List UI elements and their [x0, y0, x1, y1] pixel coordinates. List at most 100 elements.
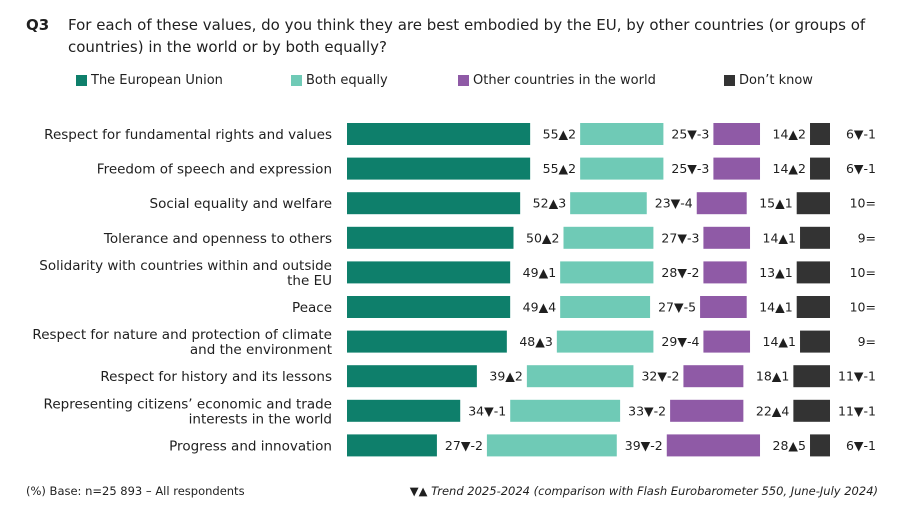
data-label: 39▼-2 — [625, 438, 663, 453]
legend-swatch-other — [458, 75, 469, 86]
category-label: Solidarity with countries within and out… — [39, 258, 332, 274]
trend-note: Trend 2025-2024 (comparison with Flash E… — [431, 484, 878, 498]
legend-swatch-eu — [76, 75, 87, 86]
bar-both-equally — [560, 296, 651, 318]
legend-label-other: Other countries in the world — [473, 73, 656, 88]
data-label: 32▼-2 — [641, 369, 679, 384]
bar-other-countries-in-the-world — [703, 226, 751, 249]
bar-the-european-union — [347, 330, 507, 353]
data-label: 11▼-1 — [838, 403, 876, 418]
legend-item-dont-know: Don’t know — [724, 73, 813, 88]
data-label: 14▲2 — [773, 127, 806, 142]
bar-don-t-know — [810, 123, 830, 145]
bar-the-european-union — [347, 434, 437, 457]
legend-label-dont-know: Don’t know — [739, 73, 813, 88]
data-label: 11▼-1 — [838, 369, 876, 384]
legend-item-eu: The European Union — [76, 73, 223, 88]
data-label: 14▲1 — [763, 230, 796, 245]
bar-other-countries-in-the-world — [670, 399, 744, 422]
data-label: 27▼-3 — [661, 230, 699, 245]
bar-both-equally — [570, 192, 647, 215]
bar-both-equally — [580, 157, 664, 180]
bar-other-countries-in-the-world — [700, 296, 747, 318]
bar-other-countries-in-the-world — [713, 123, 761, 145]
data-label: 6▼-1 — [846, 127, 876, 142]
bar-both-equally — [526, 365, 634, 388]
data-label: 49▲1 — [523, 265, 556, 280]
bar-the-european-union — [347, 192, 521, 215]
legend-label-both: Both equally — [306, 73, 388, 88]
data-label: 6▼-1 — [846, 438, 876, 453]
category-label: and the environment — [190, 342, 332, 358]
bar-both-equally — [486, 434, 617, 457]
bar-don-t-know — [810, 157, 830, 180]
bar-other-countries-in-the-world — [696, 192, 747, 215]
data-label: 52▲3 — [533, 196, 566, 211]
bar-both-equally — [510, 399, 621, 422]
data-label: 28▼-2 — [661, 265, 699, 280]
data-label: 55▲2 — [543, 161, 576, 176]
bar-don-t-know — [796, 192, 830, 215]
data-label: 14▲1 — [759, 300, 792, 315]
data-label: 55▲2 — [543, 127, 576, 142]
data-label: 13▲1 — [759, 265, 792, 280]
data-label: 49▲4 — [523, 300, 557, 315]
bar-both-equally — [560, 261, 654, 284]
data-label: 22▲4 — [756, 403, 790, 418]
data-label: 28▲5 — [773, 438, 806, 453]
category-label: Progress and innovation — [169, 438, 332, 454]
question-text: For each of these values, do you think t… — [68, 16, 866, 56]
legend-label-eu: The European Union — [91, 73, 223, 88]
bar-don-t-know — [800, 226, 830, 249]
data-label: 10= — [850, 300, 876, 315]
data-label: 10= — [850, 265, 876, 280]
category-label: Representing citizens’ economic and trad… — [44, 396, 332, 412]
bar-the-european-union — [347, 157, 531, 180]
bar-don-t-know — [793, 365, 830, 388]
bar-don-t-know — [796, 261, 830, 284]
bar-the-european-union — [347, 123, 531, 145]
bar-the-european-union — [347, 261, 511, 284]
bar-don-t-know — [800, 330, 830, 353]
data-label: 18▲1 — [756, 369, 789, 384]
legend-item-both: Both equally — [291, 73, 388, 88]
category-label: Respect for nature and protection of cli… — [32, 327, 332, 343]
data-label: 39▲2 — [489, 369, 522, 384]
category-label: Respect for fundamental rights and value… — [44, 127, 332, 143]
data-label: 50▲2 — [526, 230, 559, 245]
data-label: 27▼-5 — [658, 300, 696, 315]
legend-swatch-both — [291, 75, 302, 86]
bar-other-countries-in-the-world — [713, 157, 761, 180]
data-label: 6▼-1 — [846, 161, 876, 176]
data-label: 14▲1 — [763, 334, 796, 349]
category-label: Social equality and welfare — [150, 196, 332, 212]
bar-other-countries-in-the-world — [703, 261, 747, 284]
legend-item-other: Other countries in the world — [458, 73, 656, 88]
data-label: 48▲3 — [519, 334, 552, 349]
legend: The European Union Both equally Other co… — [0, 73, 900, 91]
bar-don-t-know — [796, 296, 830, 318]
bar-the-european-union — [347, 296, 511, 318]
category-label: the EU — [287, 273, 332, 289]
data-label: 10= — [850, 196, 876, 211]
bar-other-countries-in-the-world — [683, 365, 744, 388]
bar-don-t-know — [793, 399, 830, 422]
bar-other-countries-in-the-world — [666, 434, 761, 457]
category-label: Tolerance and openness to others — [103, 231, 332, 247]
question-id: Q3 — [26, 16, 50, 34]
footer-trend: ▼▲ Trend 2025-2024 (comparison with Flas… — [410, 484, 878, 498]
category-label: Respect for history and its lessons — [100, 369, 332, 385]
data-label: 23▼-4 — [655, 196, 693, 211]
data-label: 25▼-3 — [671, 161, 709, 176]
category-label: interests in the world — [189, 411, 332, 427]
data-label: 9= — [858, 334, 876, 349]
data-label: 9= — [858, 230, 876, 245]
bar-both-equally — [563, 226, 654, 249]
category-label: Freedom of speech and expression — [97, 162, 332, 178]
data-label: 27▼-2 — [445, 438, 483, 453]
trend-arrows: ▼▲ — [409, 484, 428, 498]
legend-swatch-dont-know — [724, 75, 735, 86]
data-label: 15▲1 — [759, 196, 792, 211]
data-label: 25▼-3 — [671, 127, 709, 142]
